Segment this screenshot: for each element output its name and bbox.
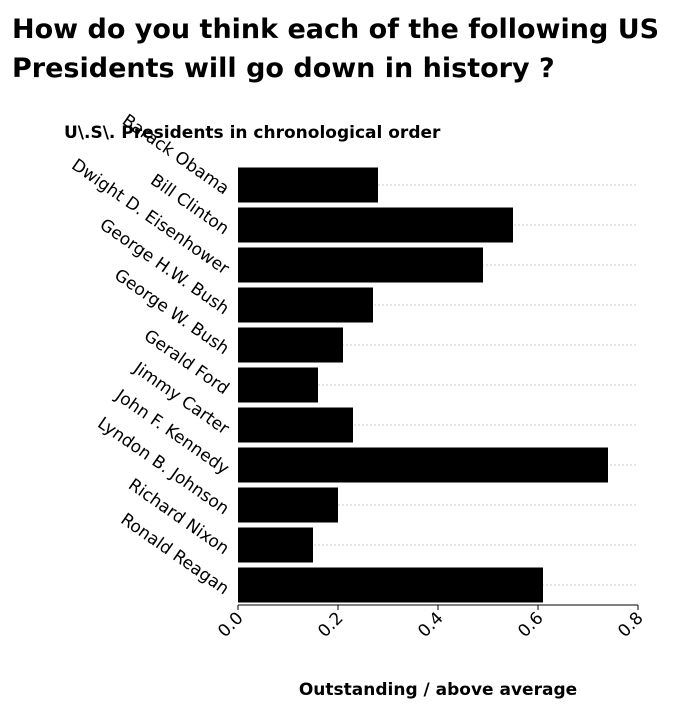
x-tick-label: 0.4 bbox=[414, 608, 447, 641]
bar bbox=[238, 247, 483, 283]
bar bbox=[238, 567, 543, 603]
x-tick-label: 0.0 bbox=[214, 608, 247, 641]
bar bbox=[238, 447, 608, 483]
x-axis: 0.0 0.2 0.4 0.6 0.8 bbox=[214, 604, 648, 642]
bar bbox=[238, 527, 313, 563]
bar bbox=[238, 287, 373, 323]
bar bbox=[238, 167, 378, 203]
x-tick-label: 0.2 bbox=[314, 608, 347, 641]
y-axis-title: U\.S\. Presidents in chronological order bbox=[64, 123, 441, 143]
chart-title: How do you think each of the following U… bbox=[12, 14, 660, 84]
bar bbox=[238, 207, 513, 243]
x-tick-label: 0.8 bbox=[614, 608, 647, 641]
bar bbox=[238, 407, 353, 443]
x-axis-title: Outstanding / above average bbox=[299, 680, 577, 700]
bar bbox=[238, 327, 343, 363]
bar bbox=[238, 367, 318, 403]
bars bbox=[238, 167, 608, 603]
x-tick-label: 0.6 bbox=[514, 608, 547, 641]
bar bbox=[238, 487, 338, 523]
